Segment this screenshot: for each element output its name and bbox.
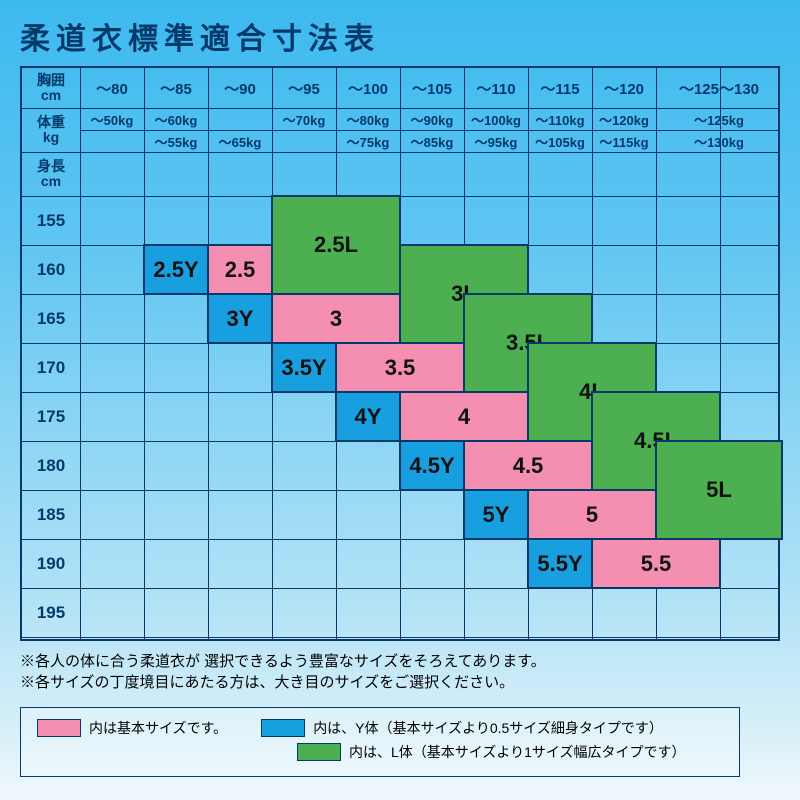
row-header-weight: 体重kg <box>22 108 80 152</box>
chest-col-5: ～105 <box>400 68 464 108</box>
swatch-blue <box>261 719 305 737</box>
note-1: ※各人の体に合う柔道衣が 選択できるよう豊富なサイズをそろえてあります。 <box>20 651 780 672</box>
size-block-2.5: 2.5 <box>207 244 273 295</box>
legend-row-2: 内は、L体（基本サイズより1サイズ幅広タイプです） <box>37 742 723 762</box>
chest-col-0: ～80 <box>80 68 144 108</box>
weight-1-9: ～130kg <box>656 130 782 152</box>
size-block-4Y: 4Y <box>335 391 401 442</box>
weight-1-6: ～95kg <box>464 130 528 152</box>
page: 柔道衣標準適合寸法表 胸囲cm体重kg身長cm～80～85～90～95～100～… <box>0 0 800 800</box>
weight-0-0: ～50kg <box>80 108 144 130</box>
legend-blue-text: 内は、Y体（基本サイズより0.5サイズ細身タイプです） <box>313 718 663 738</box>
size-chart: 胸囲cm体重kg身長cm～80～85～90～95～100～105～110～115… <box>20 66 780 641</box>
weight-1-5: ～85kg <box>400 130 464 152</box>
height-180: 180 <box>22 441 80 490</box>
legend-green-text: 内は、L体（基本サイズより1サイズ幅広タイプです） <box>349 742 685 762</box>
size-block-4.5: 4.5 <box>463 440 593 491</box>
weight-0-7: ～110kg <box>528 108 592 130</box>
height-175: 175 <box>22 392 80 441</box>
chest-col-7: ～115 <box>528 68 592 108</box>
legend-pink-text: 内は基本サイズです。 <box>89 718 227 738</box>
weight-0-9: ～125kg <box>656 108 782 130</box>
weight-0-5: ～90kg <box>400 108 464 130</box>
swatch-green <box>297 743 341 761</box>
weight-1-4: ～75kg <box>336 130 400 152</box>
swatch-pink <box>37 719 81 737</box>
size-block-3Y: 3Y <box>207 293 273 344</box>
chest-col-9: ～125～130 <box>656 68 782 108</box>
weight-1-1: ～55kg <box>144 130 208 152</box>
height-155: 155 <box>22 196 80 245</box>
weight-1-7: ～105kg <box>528 130 592 152</box>
height-160: 160 <box>22 245 80 294</box>
row-header-chest: 胸囲cm <box>22 68 80 108</box>
size-block-2.5L: 2.5L <box>271 195 401 295</box>
size-block-4.5Y: 4.5Y <box>399 440 465 491</box>
chest-col-2: ～90 <box>208 68 272 108</box>
legend: 内は基本サイズです。 内は、Y体（基本サイズより0.5サイズ細身タイプです） 内… <box>20 707 740 777</box>
size-block-5Y: 5Y <box>463 489 529 540</box>
height-190: 190 <box>22 539 80 588</box>
chest-col-1: ～85 <box>144 68 208 108</box>
height-170: 170 <box>22 343 80 392</box>
weight-0-8: ～120kg <box>592 108 656 130</box>
size-block-5.5: 5.5 <box>591 538 721 589</box>
legend-row-1: 内は基本サイズです。 内は、Y体（基本サイズより0.5サイズ細身タイプです） <box>37 718 723 738</box>
height-165: 165 <box>22 294 80 343</box>
chest-col-4: ～100 <box>336 68 400 108</box>
size-block-4: 4 <box>399 391 529 442</box>
weight-1-8: ～115kg <box>592 130 656 152</box>
chest-col-3: ～95 <box>272 68 336 108</box>
size-block-2.5Y: 2.5Y <box>143 244 209 295</box>
size-block-5L: 5L <box>655 440 783 540</box>
chest-col-6: ～110 <box>464 68 528 108</box>
size-block-3.5Y: 3.5Y <box>271 342 337 393</box>
note-2: ※各サイズの丁度境目にあたる方は、大き目のサイズをご選択ください。 <box>20 672 780 693</box>
size-block-3.5: 3.5 <box>335 342 465 393</box>
height-185: 185 <box>22 490 80 539</box>
weight-0-4: ～80kg <box>336 108 400 130</box>
notes: ※各人の体に合う柔道衣が 選択できるよう豊富なサイズをそろえてあります。 ※各サ… <box>20 651 780 693</box>
page-title: 柔道衣標準適合寸法表 <box>20 14 780 58</box>
weight-0-3: ～70kg <box>272 108 336 130</box>
weight-1-2: ～65kg <box>208 130 272 152</box>
weight-0-1: ～60kg <box>144 108 208 130</box>
height-195: 195 <box>22 588 80 637</box>
size-block-3: 3 <box>271 293 401 344</box>
weight-0-6: ～100kg <box>464 108 528 130</box>
chest-col-8: ～120 <box>592 68 656 108</box>
row-header-height: 身長cm <box>22 152 80 196</box>
size-block-5.5Y: 5.5Y <box>527 538 593 589</box>
size-block-5: 5 <box>527 489 657 540</box>
